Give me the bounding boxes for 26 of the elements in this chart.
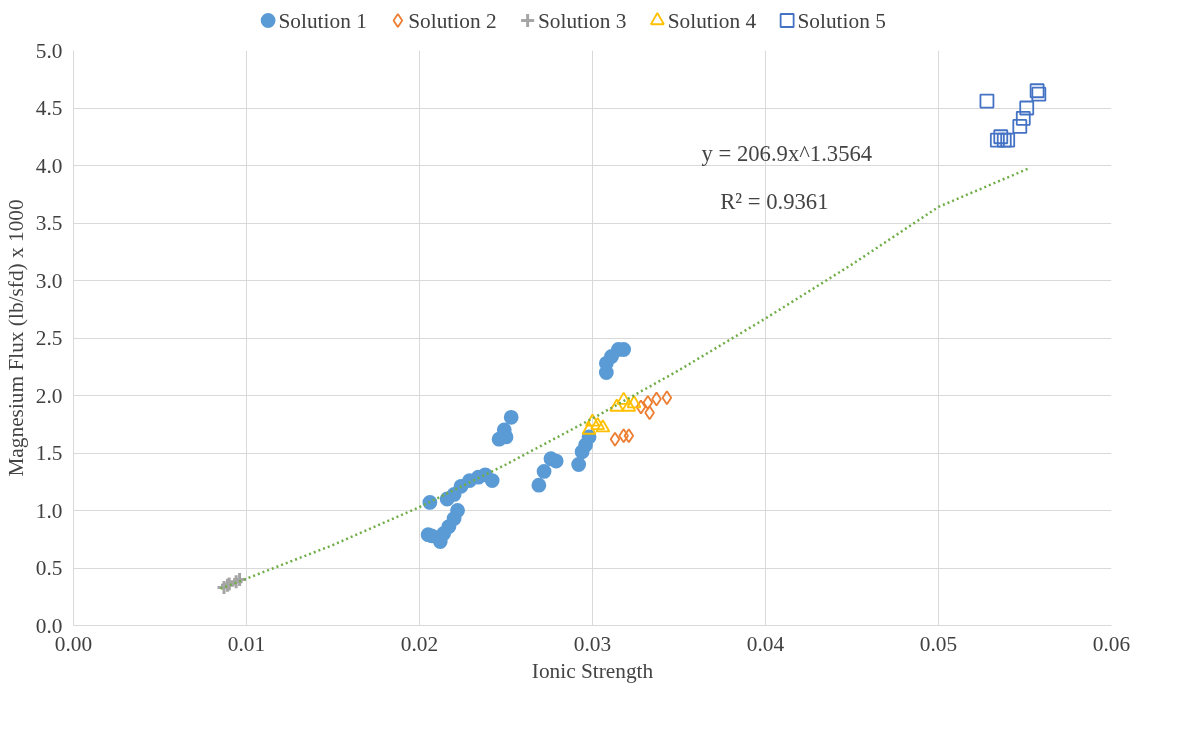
legend-label: Solution 1 [278, 8, 367, 33]
legend-label: Solution 2 [408, 8, 497, 33]
x-tick-label: 0.06 [1092, 631, 1131, 656]
y-axis-title: Magnesium Flux (lb/sfd) x 1000 [3, 199, 28, 477]
y-tick-label: 1.0 [35, 498, 63, 523]
y-tick-label: 0.0 [35, 613, 63, 638]
x-tick-label: 0.04 [746, 631, 785, 656]
y-tick-label: 5.0 [35, 38, 63, 63]
y-tick-label: 3.5 [35, 211, 63, 235]
y-tick-label: 3.0 [35, 268, 63, 293]
y-tick-label: 2.0 [35, 383, 63, 408]
y-tick-label: 4.5 [35, 96, 63, 120]
x-tick-label: 0.05 [919, 631, 958, 656]
y-tick-label: 1.5 [35, 441, 63, 465]
x-tick-label: 0.02 [400, 631, 439, 656]
annotation: y = 206.9x^1.3564 [701, 140, 873, 166]
x-axis-title: Ionic Strength [531, 658, 654, 683]
x-tick-label: 0.01 [227, 631, 266, 656]
x-tick-label: 0.03 [573, 631, 612, 656]
y-tick-label: 4.0 [35, 153, 63, 178]
legend-label: Solution 3 [538, 8, 627, 33]
legend-label: Solution 5 [797, 8, 886, 33]
annotation: R² = 0.9361 [720, 189, 829, 215]
y-tick-label: 0.5 [35, 556, 63, 580]
y-tick-label: 2.5 [35, 326, 63, 350]
legend-label: Solution 4 [667, 8, 757, 33]
